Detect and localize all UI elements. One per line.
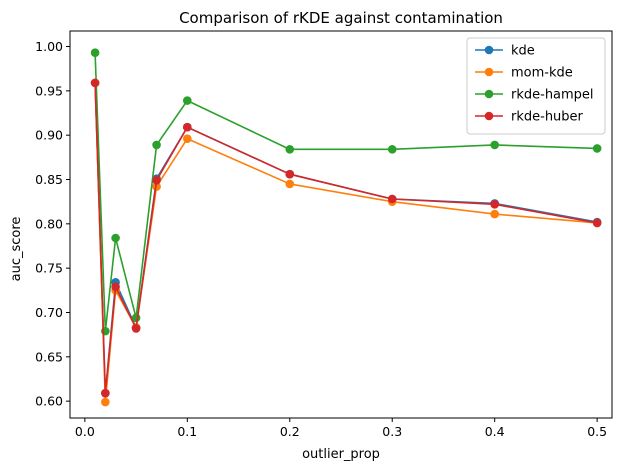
- legend-label: kde: [511, 44, 535, 59]
- data-point-mom-kde: [285, 179, 295, 189]
- data-point-rkde-huber: [490, 200, 499, 209]
- data-point-mom-kde: [101, 397, 110, 407]
- y-tick-label: 0.85: [35, 172, 63, 187]
- legend-box: [466, 37, 606, 135]
- data-point-rkde-hampel: [387, 145, 397, 154]
- legend-marker: [484, 89, 494, 99]
- y-tick-label: 0.70: [35, 305, 63, 320]
- data-point-rkde-hampel: [490, 140, 499, 150]
- plot-area: [69, 30, 613, 419]
- y-tick-label: 0.75: [35, 261, 63, 276]
- y-axis: 0.60 0.65 0.70 0.75 0.80 0.85 0.90 0.95 1.00: [35, 39, 70, 409]
- legend-label: mom-kde: [511, 66, 573, 81]
- data-point-rkde-hampel: [152, 140, 161, 150]
- x-tick-label: 0.5: [587, 424, 607, 439]
- data-point-rkde-huber: [387, 194, 397, 204]
- data-point-rkde-hampel: [285, 145, 295, 154]
- legend-item-rkde-hampel: rkde-hampel: [475, 88, 594, 103]
- y-tick-label: 1.00: [35, 39, 63, 54]
- x-tick-label: 0.2: [280, 424, 300, 439]
- data-point-rkde-huber: [131, 324, 141, 333]
- legend-label: rkde-huber: [511, 110, 584, 125]
- series-line-rkde-huber: [94, 82, 598, 394]
- x-axis: 0.0 0.1 0.2 0.3 0.4 0.5: [75, 418, 607, 439]
- data-point-rkde-hampel: [90, 48, 100, 58]
- series-rkde-huber: [90, 78, 602, 398]
- data-point-rkde-huber: [101, 388, 110, 398]
- legend-marker: [484, 111, 494, 121]
- data-point-mom-kde: [490, 209, 499, 219]
- x-tick-label: 0.0: [75, 424, 95, 439]
- legend-item-kde: kde: [475, 44, 535, 59]
- data-point-mom-kde: [183, 134, 192, 144]
- x-axis-label: outlier_prop: [302, 447, 380, 462]
- y-tick-label: 0.95: [35, 83, 63, 98]
- chart-title: Comparison of rKDE against contamination: [179, 9, 503, 27]
- series-layer: [90, 48, 602, 407]
- legend-item-rkde-huber: rkde-huber: [475, 110, 584, 125]
- legend-label: rkde-hampel: [511, 88, 594, 103]
- x-tick-label: 0.3: [382, 424, 402, 439]
- y-tick-label: 0.80: [35, 216, 63, 231]
- y-tick-label: 0.60: [35, 394, 63, 409]
- data-point-rkde-hampel: [101, 326, 110, 336]
- legend-item-mom-kde: mom-kde: [475, 66, 573, 81]
- plot-frame: [69, 30, 613, 419]
- data-point-rkde-hampel: [183, 96, 192, 105]
- y-axis-label: auc_score: [9, 217, 24, 282]
- data-point-mom-kde: [152, 182, 161, 191]
- x-tick-label: 0.1: [177, 424, 197, 439]
- legend-marker: [484, 45, 494, 55]
- data-point-rkde-huber: [592, 218, 602, 228]
- data-point-rkde-huber: [90, 78, 100, 88]
- data-point-rkde-hampel: [592, 144, 602, 153]
- legend-marker: [484, 67, 494, 77]
- data-point-rkde-huber: [111, 282, 120, 292]
- data-point-rkde-huber: [285, 169, 295, 179]
- series-rkde-hampel: [90, 48, 602, 336]
- x-tick-label: 0.4: [485, 424, 505, 439]
- y-tick-label: 0.65: [35, 349, 63, 364]
- data-point-rkde-huber: [183, 122, 192, 132]
- legend: kde mom-kde rkde-hampel rkde-huber: [466, 37, 606, 135]
- y-tick-label: 0.90: [35, 128, 63, 143]
- data-point-rkde-hampel: [111, 233, 120, 243]
- series-line-rkde-hampel: [94, 52, 598, 332]
- data-point-rkde-huber: [152, 176, 161, 185]
